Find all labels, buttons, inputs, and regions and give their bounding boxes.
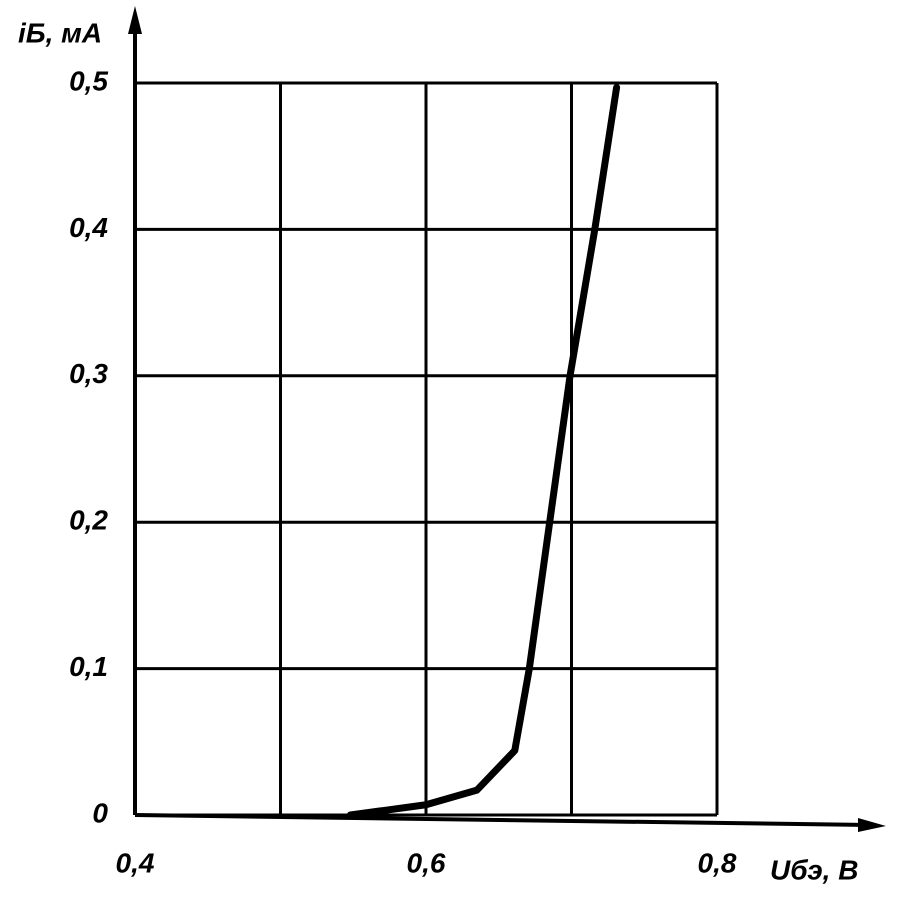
y-tick-label: 0,2 bbox=[69, 505, 108, 536]
data-line bbox=[346, 83, 621, 819]
x-axis-arrow bbox=[858, 818, 886, 832]
y-axis-arrow bbox=[128, 6, 142, 34]
x-axis bbox=[134, 813, 871, 827]
y-tick-label: 0 bbox=[92, 797, 108, 828]
y-axis-label: iБ, мА bbox=[18, 17, 102, 48]
x-axis-label: Uбэ, В bbox=[770, 854, 858, 885]
x-tick-label: 0,6 bbox=[407, 847, 446, 878]
y-tick-label: 0,3 bbox=[69, 358, 108, 389]
y-tick-label: 0,1 bbox=[69, 651, 108, 682]
x-tick-label: 0,8 bbox=[698, 847, 737, 878]
x-tick-label: 0,4 bbox=[116, 847, 155, 878]
y-tick-label: 0,4 bbox=[69, 212, 108, 243]
y-tick-label: 0,5 bbox=[69, 65, 108, 96]
